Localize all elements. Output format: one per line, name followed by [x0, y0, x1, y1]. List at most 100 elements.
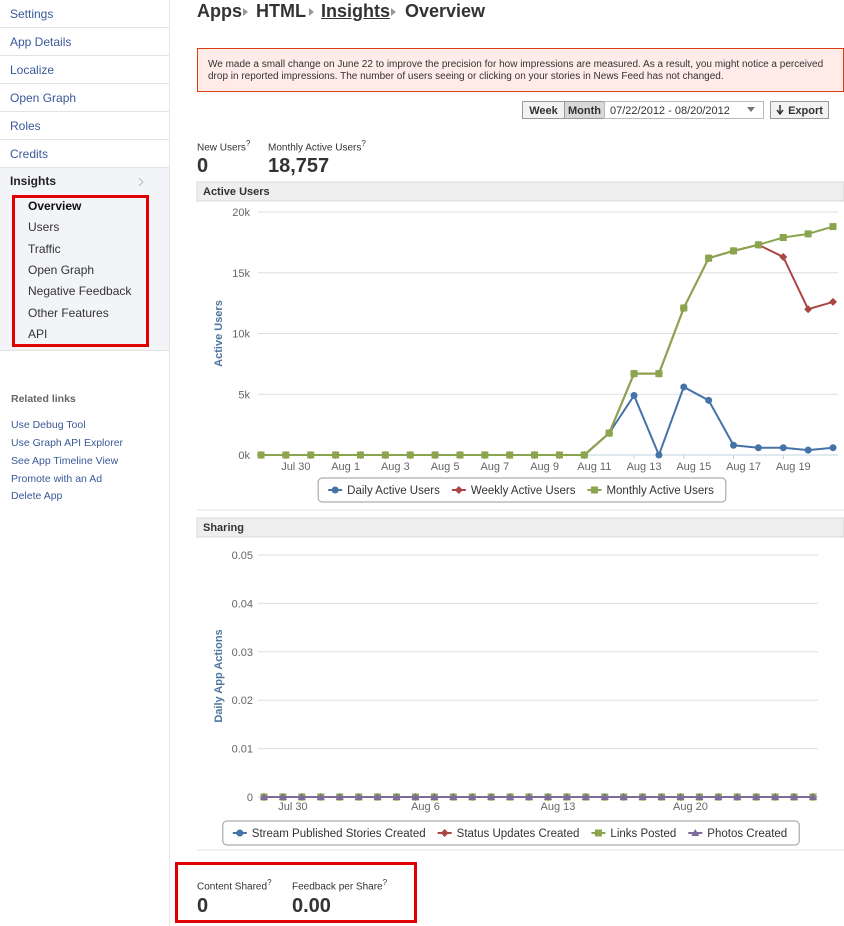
- legend-box: [317, 477, 727, 503]
- week-button[interactable]: Week: [522, 101, 565, 119]
- nav-link[interactable]: Open Graph: [0, 85, 169, 112]
- breadcrumb-item: Overview: [405, 1, 486, 21]
- marker: [730, 441, 738, 449]
- marker: [804, 446, 812, 454]
- marker: [680, 304, 688, 312]
- crumb-arrow: [391, 8, 396, 16]
- series-line: [261, 225, 834, 456]
- x-tick-label: Aug 3: [381, 461, 410, 473]
- marker: [779, 252, 788, 261]
- breadcrumb-item[interactable]: Apps: [197, 1, 242, 21]
- marker: [714, 793, 723, 800]
- marker: [335, 793, 344, 800]
- marker: [754, 444, 762, 452]
- subnav-link[interactable]: Traffic: [28, 242, 61, 256]
- legend-label: Weekly Active Users: [471, 485, 576, 497]
- subnav-link[interactable]: Users: [28, 220, 60, 234]
- marker: [316, 793, 325, 800]
- marker: [381, 451, 389, 459]
- y-axis-title: Active Users: [213, 300, 225, 367]
- marker: [332, 451, 340, 459]
- legend-item: Daily Active Users: [328, 485, 440, 497]
- chevron: [138, 177, 144, 187]
- marker: [236, 829, 244, 837]
- legend-label: Photos Created: [707, 828, 787, 840]
- x-tick-label: Aug 6: [411, 801, 440, 813]
- x-tick-label: Aug 15: [676, 461, 711, 473]
- marker: [657, 793, 666, 800]
- section-title[interactable]: Insights: [10, 174, 57, 188]
- legend-box: [222, 820, 800, 846]
- subnav-link[interactable]: Other Features: [28, 306, 109, 320]
- help-mark[interactable]: ?: [382, 878, 388, 887]
- legend-item: Status Updates Created: [437, 828, 579, 840]
- marker: [440, 829, 449, 837]
- stat-label: Content Shared?: [197, 878, 272, 892]
- legend-item: Stream Published Stories Created: [232, 828, 426, 840]
- breadcrumb-item[interactable]: Insights: [321, 1, 391, 21]
- marker: [619, 793, 628, 800]
- chart-title: Sharing: [203, 522, 244, 534]
- stat-value: 0: [197, 155, 209, 177]
- marker: [804, 230, 812, 238]
- subnav-link[interactable]: API: [28, 327, 48, 341]
- marker: [705, 254, 713, 262]
- nav-link[interactable]: Credits: [0, 141, 169, 168]
- related-link[interactable]: Promote with an Ad: [11, 473, 103, 485]
- subnav-link[interactable]: Open Graph: [28, 263, 95, 277]
- related-link[interactable]: Use Graph API Explorer: [11, 437, 124, 449]
- help-mark[interactable]: ?: [361, 139, 366, 148]
- nav-link[interactable]: Localize: [0, 57, 169, 84]
- marker: [406, 451, 414, 459]
- marker: [754, 241, 762, 249]
- x-tick-label: Jul 30: [281, 461, 310, 473]
- marker: [506, 793, 515, 800]
- subnav-link[interactable]: Overview: [28, 199, 82, 213]
- highlight-box: [12, 195, 149, 347]
- marker: [555, 451, 563, 459]
- marker: [354, 793, 363, 800]
- related-link[interactable]: Use Debug Tool: [11, 419, 86, 431]
- breadcrumb-item[interactable]: HTML: [256, 1, 306, 21]
- marker: [809, 793, 817, 800]
- nav-link[interactable]: Roles: [0, 113, 169, 140]
- marker: [487, 793, 496, 800]
- marker: [630, 391, 638, 399]
- legend-label: Stream Published Stories Created: [252, 828, 426, 840]
- y-tick-label: 0.02: [232, 695, 253, 707]
- chart-title: Active Users: [203, 186, 270, 198]
- marker: [449, 793, 458, 800]
- legend-label: Links Posted: [610, 828, 676, 840]
- export-button[interactable]: Export: [770, 101, 829, 119]
- nav-link[interactable]: App Details: [0, 29, 169, 56]
- marker: [771, 793, 780, 800]
- help-mark[interactable]: ?: [245, 139, 251, 148]
- x-tick-label: Aug 17: [726, 461, 761, 473]
- x-tick-label: Aug 11: [577, 461, 611, 473]
- related-link[interactable]: Delete App: [11, 490, 63, 502]
- highlight-box: [175, 862, 417, 923]
- marker: [373, 793, 382, 800]
- chart-header: [196, 181, 844, 202]
- stat-label: Monthly Active Users?: [268, 139, 366, 153]
- nav-link[interactable]: Settings: [0, 1, 169, 28]
- stat-label: New Users?: [197, 139, 250, 153]
- marker: [790, 793, 799, 800]
- y-axis-title: Daily App Actions: [213, 629, 225, 722]
- marker: [829, 223, 837, 231]
- marker: [506, 451, 514, 459]
- marker: [638, 793, 647, 800]
- y-tick-label: 15k: [232, 268, 250, 280]
- subnav-link[interactable]: Negative Feedback: [28, 284, 132, 298]
- y-tick-label: 20k: [232, 207, 250, 219]
- marker: [779, 234, 787, 242]
- marker: [733, 793, 742, 800]
- related-link[interactable]: See App Timeline View: [11, 455, 119, 467]
- legend: Stream Published Stories Created Status U…: [222, 820, 800, 846]
- stat-value: 0: [197, 895, 209, 917]
- marker: [630, 370, 638, 378]
- date-select[interactable]: 07/22/2012 - 08/20/2012: [604, 101, 764, 119]
- y-tick-label: 0k: [238, 450, 250, 462]
- help-mark[interactable]: ?: [267, 878, 272, 887]
